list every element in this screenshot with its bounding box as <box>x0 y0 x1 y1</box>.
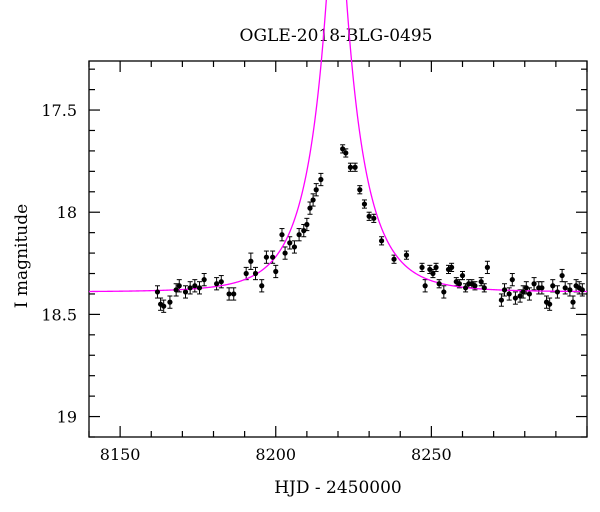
data-point <box>214 281 220 287</box>
data-point <box>192 283 198 289</box>
data-point <box>366 213 372 219</box>
x-tick-label: 8200 <box>255 445 296 464</box>
data-point <box>481 285 487 291</box>
data-point <box>263 254 270 260</box>
data-point <box>248 258 254 264</box>
data-point <box>182 289 189 295</box>
error-bars <box>154 144 585 313</box>
data-point <box>547 301 553 307</box>
data-point <box>313 187 319 193</box>
data-point <box>243 270 249 277</box>
plot-frame <box>88 60 588 438</box>
data-point <box>478 279 484 285</box>
data-point <box>501 287 508 293</box>
x-tick-label: 8150 <box>100 445 141 464</box>
data-point <box>539 285 545 291</box>
data-point <box>459 272 466 279</box>
y-tick-label: 17.5 <box>41 101 77 120</box>
data-point <box>498 297 505 303</box>
data-point <box>301 228 307 234</box>
data-point <box>279 232 285 238</box>
data-point <box>570 299 576 305</box>
data-point <box>307 205 313 211</box>
data-point <box>296 232 302 238</box>
data-point <box>567 287 573 293</box>
data-point <box>259 283 265 289</box>
data-point <box>559 272 565 279</box>
x-axis-label: HJD - 2450000 <box>274 478 402 498</box>
data-point <box>273 268 279 275</box>
data-point <box>456 281 462 287</box>
data-point <box>419 264 425 270</box>
y-axis-label: I magnitude <box>12 204 32 308</box>
data-point <box>347 164 354 170</box>
data-point <box>167 299 173 305</box>
data-point <box>441 289 447 295</box>
axis-ticks <box>88 61 588 438</box>
data-point <box>472 283 478 289</box>
data-point <box>340 146 346 152</box>
x-tick-label: 8250 <box>411 445 452 464</box>
data-point <box>161 303 167 309</box>
data-point <box>196 285 203 291</box>
y-tick-label: 18.5 <box>41 305 77 324</box>
data-point <box>506 291 512 297</box>
data-point <box>343 150 349 156</box>
data-point <box>463 285 469 291</box>
y-tick-label: 18 <box>57 203 77 222</box>
data-point <box>422 283 428 289</box>
data-point <box>371 215 377 221</box>
y-tick-label: 19 <box>57 408 77 427</box>
data-point <box>579 287 585 293</box>
data-point <box>357 187 363 193</box>
data-point <box>201 277 207 283</box>
data-point <box>378 238 385 244</box>
chart-title: OGLE-2018-BLG-0495 <box>240 26 433 46</box>
data-point <box>433 264 439 270</box>
data-point <box>282 250 288 256</box>
data-point <box>270 254 276 260</box>
data-point <box>318 176 324 183</box>
data-point <box>523 285 529 291</box>
data-point <box>531 281 537 287</box>
data-point <box>187 285 193 291</box>
data-point <box>554 289 561 295</box>
data-point <box>287 240 293 246</box>
data-point <box>310 197 316 203</box>
data-point <box>173 287 179 293</box>
data-point <box>526 291 533 297</box>
data-point <box>291 244 298 250</box>
data-point <box>484 264 490 270</box>
data-point <box>252 270 259 277</box>
data-point <box>517 293 523 299</box>
data-point <box>231 291 237 297</box>
data-point <box>430 270 436 277</box>
data-point <box>436 281 442 287</box>
data-point <box>226 291 232 297</box>
data-point <box>361 201 368 207</box>
data-point <box>562 285 568 291</box>
data-point <box>403 252 410 258</box>
data-point <box>176 283 182 289</box>
data-point <box>154 289 161 295</box>
data-point <box>218 279 224 285</box>
y-tick-labels: 17.5 18 18.5 19 <box>41 101 77 427</box>
data-point <box>520 289 526 295</box>
data-point <box>427 266 433 273</box>
data-point <box>352 164 358 170</box>
data-point <box>449 264 455 270</box>
data-point <box>304 221 310 228</box>
data-point <box>550 283 556 289</box>
data-point <box>512 295 519 301</box>
data-point <box>391 256 397 262</box>
x-tick-labels: 8150 8200 8250 <box>100 445 452 464</box>
data-point <box>509 277 515 283</box>
data-points <box>154 146 585 309</box>
